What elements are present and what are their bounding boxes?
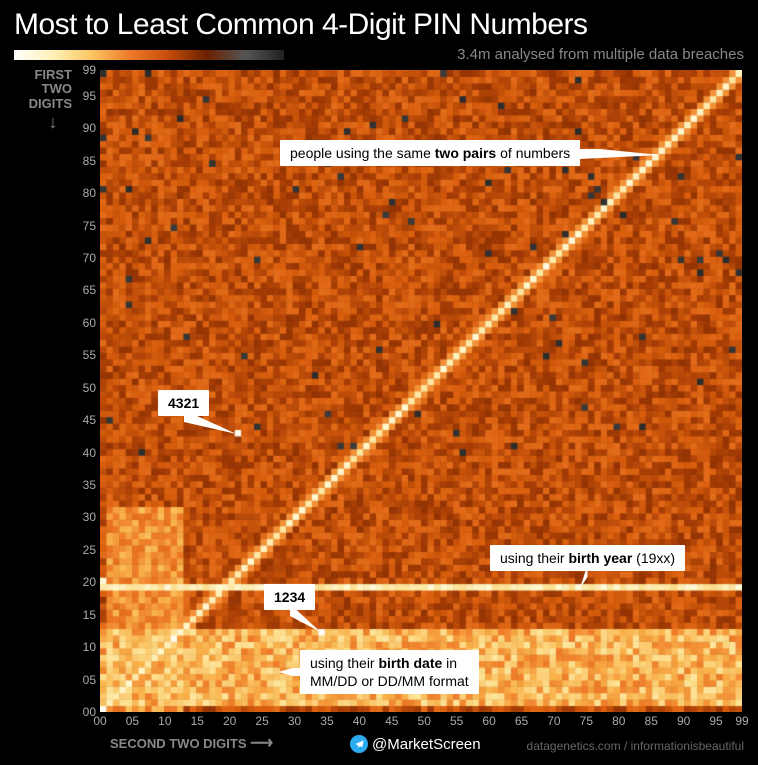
y-tick: 40 [83,446,96,460]
watermark: @MarketScreen [350,735,481,753]
x-tick: 75 [580,714,593,728]
y-tick: 25 [83,543,96,557]
y-tick: 95 [83,89,96,103]
x-tick: 50 [418,714,431,728]
arrow-right-icon: ⟶ [250,735,273,752]
x-tick: 25 [255,714,268,728]
x-tick: 90 [677,714,690,728]
y-tick: 99 [83,63,96,77]
x-axis-ticks: 0005101520253035404550556065707580859095… [100,714,742,730]
callout-4321: 4321 [158,390,209,416]
x-tick: 85 [645,714,658,728]
arrow-down-icon: ↓ [14,113,72,133]
y-axis-label-line: DIGITS [29,96,72,111]
x-tick: 15 [191,714,204,728]
x-tick: 65 [515,714,528,728]
x-tick: 95 [709,714,722,728]
y-tick: 85 [83,154,96,168]
x-tick: 40 [353,714,366,728]
y-axis-label-line: FIRST [34,67,72,82]
x-tick: 55 [450,714,463,728]
callout-two-pairs: people using the same two pairs of numbe… [280,140,580,166]
credit-text: datagenetics.com / informationisbeautifu… [527,739,744,753]
y-tick: 10 [83,640,96,654]
y-axis-ticks: 0005101520253035404550556065707580859095… [72,70,96,712]
callout-birth-year: using their birth year (19xx) [490,545,685,571]
x-tick: 99 [735,714,748,728]
y-tick: 05 [83,673,96,687]
x-tick: 80 [612,714,625,728]
y-tick: 55 [83,348,96,362]
color-scale-legend [14,50,284,60]
y-tick: 35 [83,478,96,492]
y-tick: 30 [83,510,96,524]
callout-1234: 1234 [264,584,315,610]
y-tick: 50 [83,381,96,395]
y-tick: 80 [83,186,96,200]
page-title: Most to Least Common 4-Digit PIN Numbers [14,8,588,42]
x-tick: 70 [547,714,560,728]
y-axis-label: FIRST TWO DIGITS ↓ [14,68,72,133]
x-tick: 35 [320,714,333,728]
x-tick: 10 [158,714,171,728]
x-axis-label: SECOND TWO DIGITS ⟶ [110,733,273,753]
x-tick: 45 [385,714,398,728]
y-tick: 15 [83,608,96,622]
x-axis-label-text: SECOND TWO DIGITS [110,736,247,751]
y-tick: 65 [83,283,96,297]
x-tick: 30 [288,714,301,728]
y-tick: 75 [83,219,96,233]
y-tick: 90 [83,121,96,135]
y-tick: 20 [83,575,96,589]
x-tick: 60 [482,714,495,728]
y-tick: 60 [83,316,96,330]
x-tick: 05 [126,714,139,728]
x-tick: 20 [223,714,236,728]
watermark-text: @MarketScreen [372,736,481,753]
callout-birth-date: using their birth date inMM/DD or DD/MM … [300,650,479,694]
y-tick: 45 [83,413,96,427]
telegram-icon [350,735,368,753]
x-tick: 00 [93,714,106,728]
y-tick: 70 [83,251,96,265]
y-axis-label-line: TWO [42,81,72,96]
subtitle: 3.4m analysed from multiple data breache… [457,46,744,63]
